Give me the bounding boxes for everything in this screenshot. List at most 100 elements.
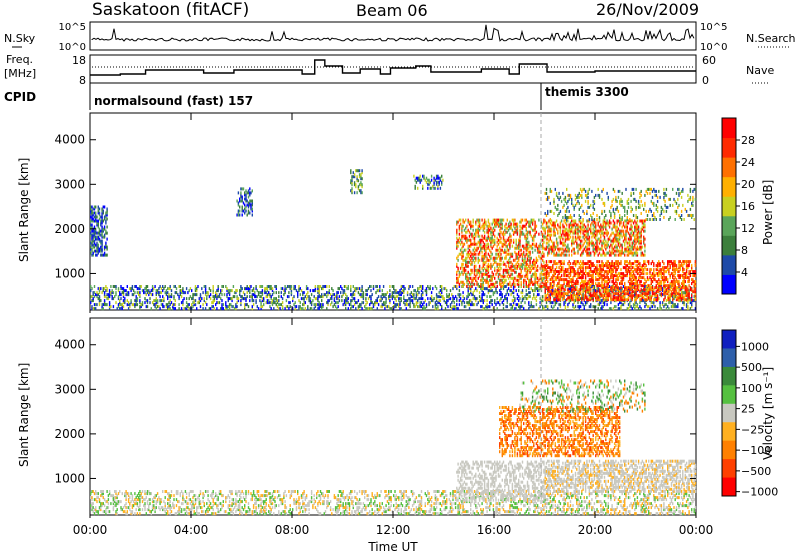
power-cell — [439, 293, 442, 297]
power-cell — [547, 286, 549, 290]
power-cell — [507, 282, 510, 286]
power-cell — [351, 293, 353, 297]
power-cell — [101, 215, 103, 219]
power-cell — [472, 252, 474, 256]
power-cell — [555, 251, 558, 255]
power-cell — [433, 176, 435, 180]
power-cell — [362, 293, 365, 297]
power-cell — [266, 287, 269, 291]
power-cell — [534, 289, 536, 293]
power-cell — [555, 241, 558, 245]
power-cell — [107, 295, 110, 299]
power-cell — [574, 260, 577, 264]
power-cell — [249, 295, 251, 299]
power-cell — [457, 254, 459, 258]
power-cell — [646, 294, 649, 298]
power-cell — [568, 280, 570, 284]
power-cell — [337, 291, 339, 295]
power-cell — [548, 219, 550, 223]
power-cell — [509, 252, 511, 256]
power-cell — [649, 293, 651, 297]
power-cell — [583, 288, 585, 292]
power-cell — [92, 217, 94, 221]
power-cell — [336, 291, 338, 295]
power-cell — [519, 244, 521, 248]
power-cell — [453, 301, 455, 305]
power-cell — [131, 303, 134, 307]
power-cell — [476, 218, 478, 222]
power-cell — [635, 264, 637, 268]
power-cell — [439, 285, 442, 288]
power-cell — [534, 220, 536, 224]
power-cell — [206, 303, 208, 307]
power-cell — [639, 294, 641, 298]
power-cell — [555, 301, 558, 305]
power-cell — [366, 301, 368, 305]
power-cell — [584, 276, 587, 280]
power-cell — [680, 307, 683, 311]
power-cell — [342, 293, 344, 297]
power-cell — [566, 298, 568, 302]
power-cell — [678, 280, 680, 284]
power-cell — [385, 293, 387, 297]
power-cell — [261, 289, 264, 293]
power-cell — [462, 242, 464, 246]
power-cell — [636, 282, 639, 286]
power-cell — [437, 305, 439, 309]
power-cell — [92, 235, 94, 239]
power-cell — [441, 295, 443, 299]
power-cell — [351, 183, 353, 187]
power-cell — [233, 307, 236, 311]
power-cell — [121, 287, 123, 291]
power-cell — [366, 307, 368, 311]
power-cell — [92, 307, 94, 311]
power-cell — [598, 292, 601, 296]
power-cell — [477, 224, 479, 228]
power-cell — [435, 176, 438, 180]
power-cell — [495, 218, 497, 222]
power-cell — [231, 299, 233, 303]
power-cell — [563, 229, 565, 233]
power-cell — [602, 301, 604, 305]
power-cell — [593, 294, 596, 298]
power-cell — [682, 291, 684, 295]
power-cell — [420, 178, 423, 182]
power-cell — [545, 221, 548, 225]
power-cell — [473, 252, 476, 256]
power-cell — [545, 301, 548, 305]
power-cell — [620, 268, 622, 272]
power-cell — [578, 288, 580, 292]
power-cell — [529, 282, 531, 286]
power-cell — [636, 270, 639, 274]
power-cell — [606, 272, 608, 276]
power-cell — [602, 305, 604, 309]
power-cell — [101, 227, 103, 231]
power-cell — [461, 254, 463, 258]
power-cell — [462, 258, 464, 262]
power-cell — [529, 250, 531, 254]
power-cell — [693, 274, 695, 278]
power-cell — [242, 291, 245, 295]
power-cell — [691, 278, 693, 282]
power-cell — [369, 303, 371, 307]
power-cell — [218, 293, 221, 297]
power-cell — [247, 305, 250, 309]
power-cell — [629, 286, 631, 290]
power-cell — [341, 287, 343, 291]
power-cell — [588, 292, 591, 296]
power-cell — [646, 272, 649, 276]
power-cell — [379, 299, 381, 303]
power-cell — [471, 224, 473, 228]
power-cell — [571, 296, 573, 300]
power-cell — [608, 262, 611, 266]
power-cell — [607, 294, 609, 298]
power-cell — [108, 303, 111, 307]
power-cell — [237, 299, 240, 303]
power-cell — [526, 242, 529, 246]
power-cell — [518, 282, 520, 286]
power-cell — [473, 303, 476, 307]
power-cell — [372, 305, 375, 309]
power-cell — [563, 282, 565, 286]
power-cell — [478, 268, 481, 272]
power-cell — [259, 295, 261, 299]
